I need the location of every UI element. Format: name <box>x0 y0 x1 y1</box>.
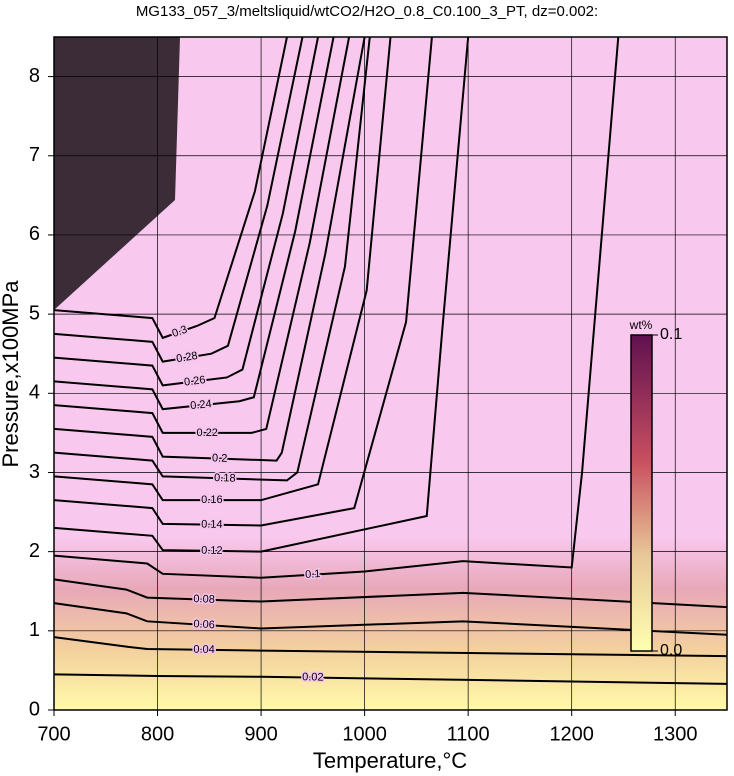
x-tick-label: 900 <box>244 723 277 745</box>
contour-line <box>53 36 351 434</box>
plot-frame <box>53 36 728 711</box>
y-tick-label: 0 <box>29 698 40 720</box>
contour-line <box>53 36 392 502</box>
colorbar <box>630 334 653 652</box>
contour-label: 0.14 <box>201 518 223 530</box>
y-tick-label: 6 <box>29 223 40 245</box>
contour-label: 0.08 <box>193 593 215 606</box>
x-tick-label: 1100 <box>447 723 490 745</box>
y-tick-label: 1 <box>29 619 40 641</box>
contour-line <box>53 636 728 658</box>
x-tick-label: 800 <box>141 723 174 745</box>
contour-label: 0.12 <box>201 545 223 557</box>
y-tick-label: 2 <box>29 540 40 562</box>
contour-line <box>53 36 304 363</box>
colorbar-tick-label: 0.1 <box>660 326 682 343</box>
contour-line <box>53 36 366 462</box>
colorbar-tick-label: 0.0 <box>660 642 682 659</box>
contour-label: 0.16 <box>201 494 222 506</box>
contour-line <box>53 36 288 340</box>
x-tick-label: 1000 <box>342 723 387 745</box>
x-tick-label: 700 <box>37 723 70 745</box>
contour-label: 0.02 <box>302 671 324 683</box>
contour-label: 0.26 <box>183 374 206 389</box>
x-axis-label: Temperature,°C <box>313 748 467 773</box>
x-tick-label: 1300 <box>653 723 698 745</box>
dense-region <box>54 37 180 310</box>
contour-label: 0.18 <box>214 472 236 485</box>
contour-label: 0.24 <box>190 398 213 412</box>
y-tick-label: 5 <box>29 302 40 324</box>
contour-line <box>53 578 728 609</box>
contour-label: 0.06 <box>193 618 215 631</box>
x-tick-label: 1200 <box>549 723 594 745</box>
contour-line <box>53 36 620 579</box>
y-tick-label: 4 <box>29 382 40 404</box>
contour-label: 0.22 <box>197 427 218 439</box>
contour-line <box>53 36 335 411</box>
y-tick-label: 3 <box>29 461 40 483</box>
contour-label: 0.04 <box>193 644 215 656</box>
contour-line <box>53 673 728 685</box>
contour-line <box>53 36 371 482</box>
y-tick-label: 8 <box>29 65 40 87</box>
contour-line <box>53 36 470 553</box>
contour-line <box>53 36 320 387</box>
contour-label: 0.2 <box>212 452 228 465</box>
y-axis-label: Pressure,x100MPa <box>0 280 23 468</box>
contour-line <box>53 602 728 636</box>
contour-line <box>53 36 433 527</box>
y-tick-label: 7 <box>29 144 40 166</box>
chart-title: MG133_057_3/meltsliquid/wtCO2/H2O_0.8_C0… <box>136 3 598 20</box>
contour-label: 0.1 <box>305 568 321 581</box>
contour-label: 0.28 <box>175 350 198 365</box>
colorbar-title: wt% <box>629 318 653 332</box>
